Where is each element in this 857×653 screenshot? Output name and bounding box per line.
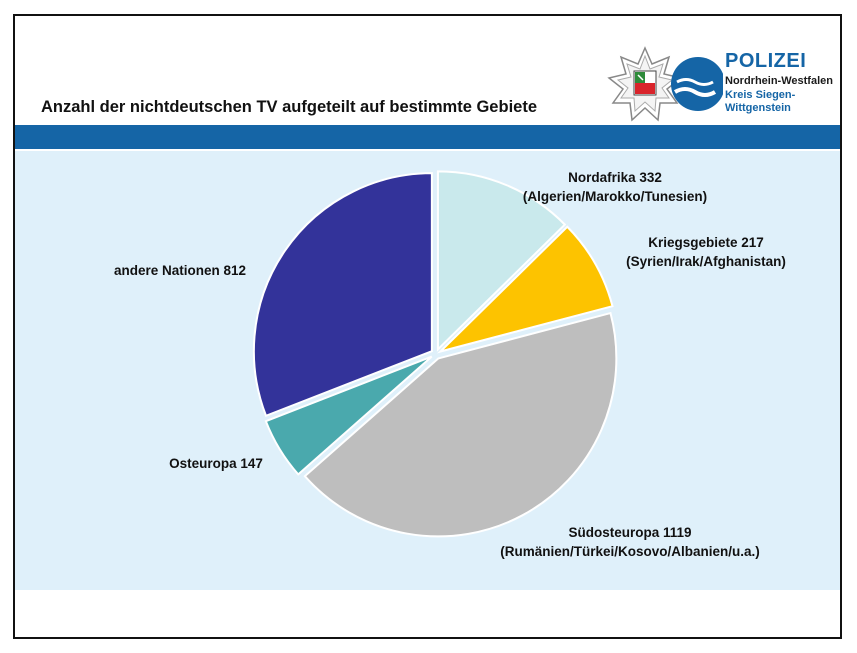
police-star-icon — [607, 46, 725, 122]
pie-label-osteuropa: Osteuropa 147 — [169, 456, 263, 471]
pie-slice-kriegsgebiete — [436, 225, 614, 354]
pie-slice-suedosteuropa — [303, 311, 618, 538]
logo-word: POLIZEI — [725, 50, 807, 72]
polizei-logo: POLIZEI Nordrhein-Westfalen Kreis Siegen… — [603, 44, 833, 124]
pie-slice-andere-nationen — [252, 172, 433, 418]
pie-label-kriegsgebiete-detail: (Syrien/Irak/Afghanistan) — [626, 254, 786, 269]
pie-label-andere-nationen: andere Nationen 812 — [114, 263, 246, 278]
pie-slice-nordafrika — [436, 170, 567, 352]
logo-state: Nordrhein-Westfalen — [725, 75, 833, 87]
logo-district-2: Wittgenstein — [725, 102, 791, 114]
pie-label-kriegsgebiete: Kriegsgebiete 217 — [648, 235, 764, 250]
header-bar — [15, 125, 840, 149]
pie-label-suedosteuropa: Südosteuropa 1119 — [568, 525, 691, 540]
page-title: Anzahl der nichtdeutschen TV aufgeteilt … — [41, 98, 537, 116]
pie-slice-osteuropa — [264, 355, 433, 476]
logo-district-1: Kreis Siegen- — [725, 89, 796, 101]
pie-label-nordafrika: Nordafrika 332 — [568, 170, 662, 185]
pie-label-suedosteuropa-detail: (Rumänien/Türkei/Kosovo/Albanien/u.a.) — [500, 544, 760, 559]
pie-label-nordafrika-detail: (Algerien/Marokko/Tunesien) — [523, 189, 707, 204]
